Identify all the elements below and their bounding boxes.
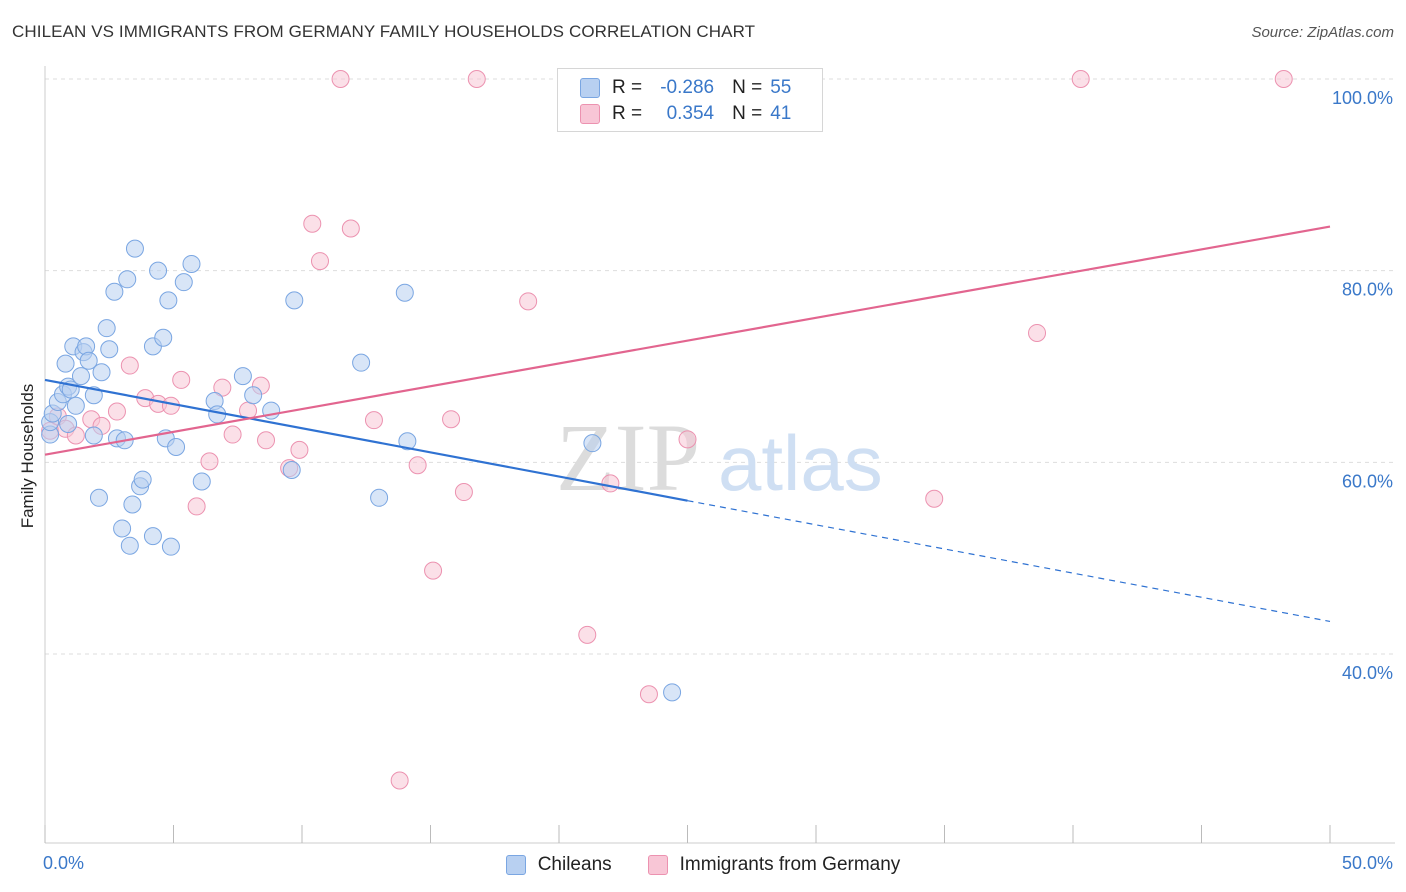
chilean-point (97, 319, 116, 338)
y-tick-label: 40.0% (1342, 663, 1393, 683)
germany-point (223, 425, 242, 444)
chilean-point (66, 396, 85, 415)
chilean-point (125, 239, 144, 258)
germany-point (303, 214, 322, 233)
germany-point (310, 252, 329, 271)
legend-item-germany[interactable]: Immigrants from Germany (647, 854, 901, 876)
watermark-atlas: atlas (718, 419, 883, 507)
chilean-point (352, 353, 371, 372)
legend-row-chileans: R = -0.286 N = 55 (580, 75, 791, 101)
r-label: R = (612, 103, 643, 124)
legend-item-chileans[interactable]: Chileans (505, 854, 612, 876)
chilean-point (395, 283, 414, 302)
germany-point (925, 489, 944, 508)
y-tick-label: 100.0% (1332, 88, 1393, 108)
chilean-point (370, 488, 389, 507)
chilean-point (244, 386, 263, 405)
chilean-point (92, 363, 111, 382)
germany-point (408, 456, 427, 475)
chilean-point (59, 415, 78, 433)
germany-point (290, 440, 309, 459)
germany-point (331, 70, 350, 88)
chart-title: CHILEAN VS IMMIGRANTS FROM GERMANY FAMIL… (12, 22, 756, 41)
germany-point (172, 370, 191, 389)
chilean-point (192, 472, 211, 491)
germany-point (639, 685, 658, 704)
chilean-point (105, 282, 124, 301)
germany-point (200, 452, 219, 471)
chilean-point (120, 536, 139, 555)
chilean-point (167, 438, 186, 456)
r-value: 0.354 (666, 103, 715, 124)
legend-label-chileans: Chileans (537, 854, 612, 875)
chilean-point (149, 261, 168, 280)
chilean-point (84, 426, 103, 445)
germany-point (120, 356, 139, 375)
correlation-legend: R = -0.286 N = 55 R = 0.354 N = 41 (557, 68, 823, 132)
germany-point (1071, 70, 1090, 88)
germany-point (424, 561, 443, 580)
germany-point (467, 70, 486, 88)
x-tick-label: 0.0% (43, 853, 84, 873)
germany-point (390, 771, 409, 790)
y-tick-label: 60.0% (1342, 471, 1393, 491)
chilean-point (663, 683, 682, 702)
chilean-point (133, 470, 152, 489)
germany-point (454, 483, 473, 502)
chilean-point (123, 495, 142, 514)
germany-point (107, 402, 126, 421)
germany-point (519, 292, 538, 311)
chilean-trend-extension (687, 500, 1331, 623)
chilean-point (583, 434, 602, 453)
chilean-point (174, 273, 193, 292)
germany-point (257, 431, 276, 450)
r-label: R = (612, 77, 643, 98)
n-label: N = (732, 77, 763, 98)
chilean-point (113, 519, 132, 538)
legend-label-germany: Immigrants from Germany (679, 854, 901, 875)
chilean-point (161, 537, 180, 556)
chilean-point (118, 270, 137, 289)
source-credit: Source: ZipAtlas.com (1251, 24, 1394, 41)
legend-row-germany: R = 0.354 N = 41 (580, 101, 791, 127)
chilean-trend-line (44, 378, 688, 502)
n-label: N = (732, 103, 763, 124)
chilean-point (182, 254, 201, 273)
germany-point (213, 378, 232, 397)
y-tick-label: 80.0% (1342, 280, 1393, 300)
germany-point (578, 625, 597, 644)
pink-swatch-icon (580, 104, 600, 124)
germany-point (601, 474, 620, 493)
chilean-point (89, 488, 108, 507)
chilean-point (398, 432, 417, 451)
germany-trend-line (44, 225, 1331, 456)
pink-swatch-icon (647, 855, 668, 875)
chilean-point (56, 354, 75, 373)
series-legend: Chileans Immigrants from Germany (0, 852, 1406, 878)
x-tick-label: 50.0% (1342, 853, 1393, 873)
chilean-point (143, 527, 162, 546)
blue-swatch-icon (580, 78, 600, 98)
germany-point (341, 219, 360, 238)
chilean-point (285, 291, 304, 310)
watermark-zip: ZIP (556, 404, 700, 511)
germany-point (364, 411, 383, 430)
r-value: -0.286 (660, 77, 715, 98)
chilean-point (159, 291, 178, 310)
germany-point (187, 497, 206, 516)
germany-point (1274, 70, 1293, 88)
n-value: 41 (770, 103, 792, 124)
germany-point (678, 430, 697, 449)
chilean-point (233, 367, 252, 386)
chilean-point (79, 351, 98, 370)
chilean-point (282, 461, 301, 479)
chilean-point (71, 367, 90, 386)
chilean-point (100, 340, 119, 359)
germany-point (1028, 323, 1047, 342)
chilean-point (154, 328, 173, 347)
blue-swatch-icon (505, 855, 526, 875)
germany-point (442, 410, 461, 429)
n-value: 55 (770, 77, 792, 98)
